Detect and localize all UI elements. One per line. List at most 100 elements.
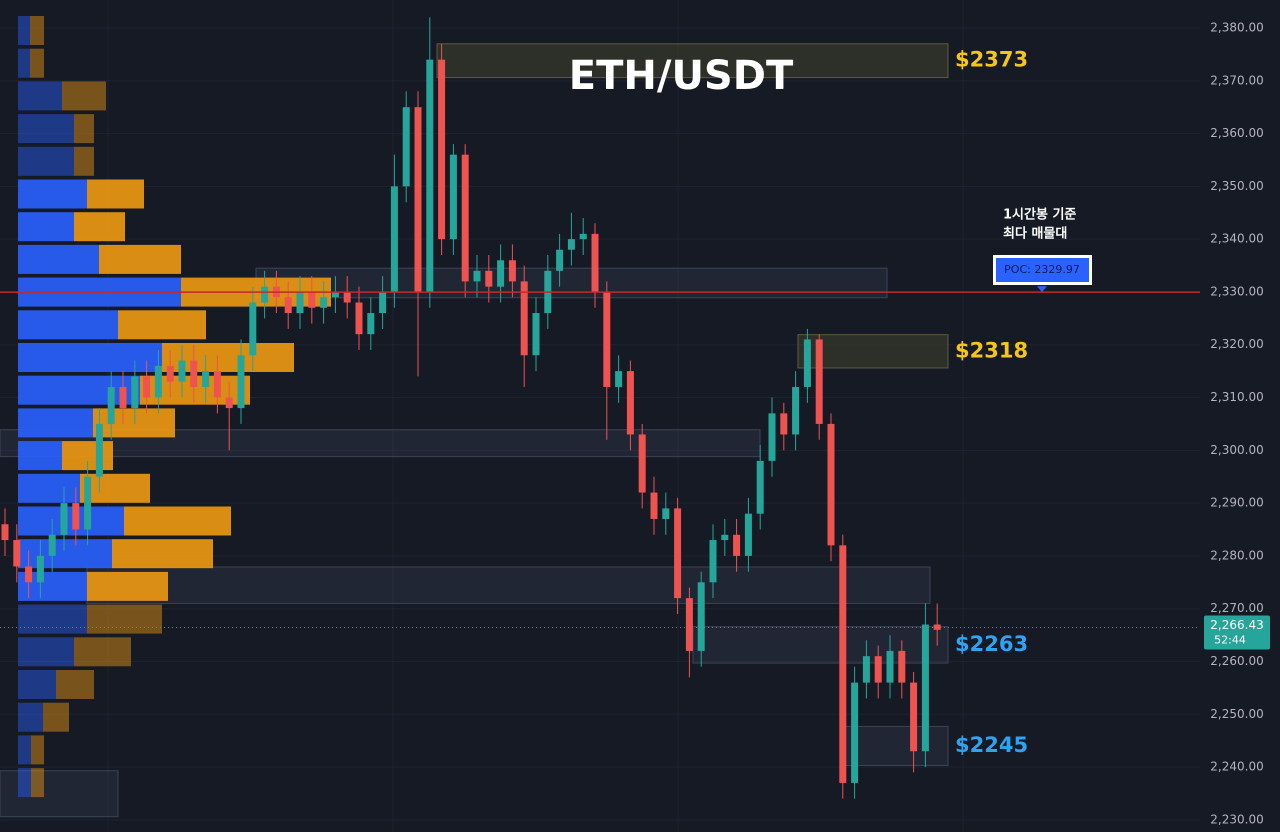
candle-body [508,260,516,282]
profile-sell [99,244,181,274]
y-tick-label: 2,230.00 [1210,812,1263,826]
candle-body [166,365,174,382]
profile-buy [18,48,30,78]
candle-body [567,239,575,250]
candle-body [933,624,941,630]
y-tick-label: 2,350.00 [1210,179,1263,193]
candle-body [84,476,92,530]
candle-body [898,650,906,683]
candle-body [131,376,139,409]
candle-body [402,107,410,187]
y-tick-label: 2,260.00 [1210,654,1263,668]
last-price-tag [1204,615,1270,650]
zone-label: $2373 [955,48,1028,72]
profile-sell [43,702,69,732]
candle-body [320,297,328,308]
candle-body [284,297,292,314]
candle-body [532,313,540,356]
candle-body [579,233,587,240]
profile-buy [18,310,118,340]
candle-body [862,656,870,683]
candle-body [249,302,257,356]
candle-body [461,154,469,282]
candle-body [213,371,221,398]
y-tick-label: 2,250.00 [1210,707,1263,721]
candle-body [603,291,611,387]
profile-sell [87,604,162,634]
candle-body [921,624,929,752]
candle-body [768,413,776,461]
candle-body [662,508,670,519]
chart-title: ETH/USDT [569,53,794,99]
profile-buy [18,244,99,274]
candle-body [709,540,717,583]
candle-body [827,423,835,546]
candle-body [343,291,351,303]
profile-buy [18,81,62,111]
candle-body [803,339,811,387]
profile-sell [80,473,150,503]
profile-buy [18,604,87,634]
poc-box-inner [996,258,1089,282]
y-tick-label: 2,300.00 [1210,443,1263,457]
y-tick-label: 2,280.00 [1210,548,1263,562]
candle-body [178,360,186,382]
profile-sell [74,146,94,176]
profile-sell [74,637,131,667]
zone [86,566,931,604]
profile-buy [18,702,43,732]
candle-body [25,566,33,583]
y-tick-label: 2,380.00 [1210,20,1263,34]
profile-sell [93,408,175,438]
annotation: 1시간봉 기준 [1003,207,1076,223]
y-tick-label: 2,330.00 [1210,284,1263,298]
profile-sell [31,768,44,798]
candle-body [95,423,103,477]
last-price-label: 2,266.43 [1210,618,1263,632]
candle-body [119,386,127,409]
candle-body [744,513,752,556]
candle-body [697,582,705,651]
candle-body [780,413,788,435]
candle-body [685,598,693,651]
profile-sell [56,670,94,699]
profile-sell [87,571,168,601]
annotation: 최다 매물대 [1003,226,1067,242]
y-tick-label: 2,310.00 [1210,390,1263,404]
candle-body [615,371,623,387]
profile-sell [112,539,213,569]
y-tick-label: 2,320.00 [1210,337,1263,351]
profile-sell [31,735,44,765]
candle-body [733,534,741,556]
profile-sell [74,114,94,144]
candle-body [556,249,564,271]
y-tick-label: 2,290.00 [1210,496,1263,510]
profile-buy [18,735,31,765]
profile-buy [18,506,124,536]
profile-buy [18,441,62,471]
profile-sell [118,310,206,340]
zone [692,626,949,664]
candle-body [225,397,233,409]
candle-body [190,360,198,387]
candle-body [815,339,823,424]
profile-buy [18,768,31,798]
candle-body [426,59,434,292]
candle-body [626,371,634,435]
candle-body [638,434,646,493]
candle-body [1,524,9,541]
zone [842,725,949,766]
candle-body [60,503,68,535]
profile-sell [62,81,106,111]
candle-body [910,682,918,752]
candle-body [261,286,269,303]
candle-body [202,371,210,387]
candle-body [308,291,316,308]
profile-buy [18,212,74,242]
candle-body [390,186,398,292]
y-tick-label: 2,360.00 [1210,126,1263,140]
zone [797,334,949,369]
poc-label: POC: 2329.97 [1004,263,1080,276]
